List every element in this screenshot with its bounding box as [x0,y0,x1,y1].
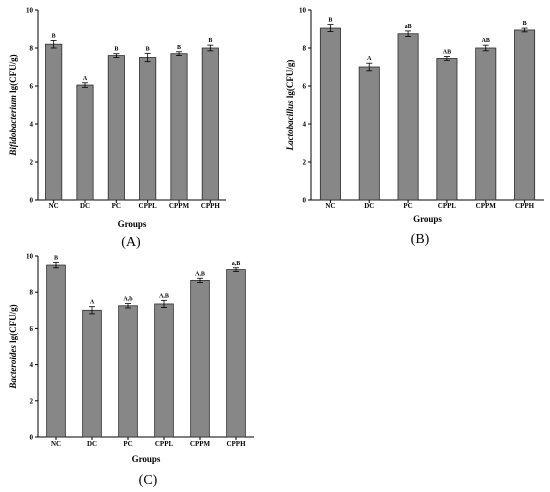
y-tick-label: 10 [26,253,34,261]
y-tick-label: 4 [30,361,34,369]
x-tick-label: DC [80,202,90,210]
x-tick-label: DC [364,202,374,210]
panel-label: (B) [411,232,430,247]
bar-dc [82,309,102,438]
bar-dc [76,84,94,201]
y-tick-label: 2 [30,159,34,167]
significance-label: aB [405,24,412,30]
y-axis-label: Lactobacillus lg(CFU/g) [285,60,295,152]
y-tick-label: 0 [303,197,307,205]
x-tick-label: NC [325,202,335,210]
panel-b: 0 2 4 6 8 10 B NC A DC aB PC AB CPPL AB CPPM B CPPH Groups… [285,7,544,247]
bar-cpph [226,269,246,438]
significance-label: AB [443,50,451,56]
y-axis-label-taxon: Lactobacillus [285,100,295,151]
panel-c: 0 2 4 6 8 10 B NC A DC A,b PC A,B CPPL A,B CPPM a,B CPPH G… [8,253,254,488]
bar-cppm [190,280,210,438]
x-tick-label: CPPL [139,202,158,210]
bar-dc [358,66,380,201]
significance-label: B [54,255,58,261]
significance-label: A,B [195,271,205,277]
y-tick-label: 10 [26,7,34,15]
x-tick-label: CPPM [169,202,190,210]
bar-cppm [170,53,188,201]
x-tick-label: NC [51,440,61,448]
y-tick-label: 4 [303,121,307,129]
x-tick-label: CPPL [438,202,457,210]
x-tick-label: PC [112,202,121,210]
y-axis-label-unit: lg(CFU/g) [8,54,18,95]
significance-label: B [146,46,150,52]
y-axis-label-taxon: Bifidobacterium [8,95,18,157]
significance-label: B [177,45,181,51]
bar-cppm [475,47,497,201]
bar-pc [397,33,419,201]
bar-cpph [514,29,536,201]
panel-a: 0 2 4 6 8 10 B NC A DC B PC B CPPL B CPPM B CPPH Groups Bif… [8,7,226,250]
significance-label: A [83,76,88,82]
y-axis-label: Bifidobacterium lg(CFU/g) [8,54,18,156]
y-tick-label: 8 [30,289,34,297]
bar-pc [118,305,138,438]
y-tick-label: 8 [303,45,307,53]
y-tick-label: 0 [30,434,34,442]
y-tick-label: 10 [299,7,307,15]
y-tick-label: 6 [30,83,34,91]
panel-label: (A) [121,235,141,250]
x-tick-label: CPPL [155,440,174,448]
x-tick-label: DC [87,440,97,448]
bar-cpph [201,47,219,201]
panel-label: (C) [139,473,158,488]
bar-cppl [154,303,174,438]
bar-nc [46,264,66,438]
y-tick-label: 2 [303,159,307,167]
x-axis-label: Groups [413,214,442,224]
significance-label: B [208,38,212,44]
x-tick-label: CPPH [226,440,246,448]
x-tick-label: CPPH [515,202,535,210]
significance-label: B [114,47,118,53]
x-axis-label: Groups [132,454,161,464]
x-tick-label: CPPM [190,440,211,448]
y-tick-label: 2 [30,397,34,405]
x-tick-label: CPPH [201,202,221,210]
significance-label: B [328,18,332,24]
y-tick-label: 0 [30,197,34,205]
bar-nc [45,43,63,201]
significance-label: A,b [123,297,133,303]
significance-label: a,B [232,261,241,267]
y-axis-label-unit: lg(CFU/g) [8,304,18,345]
significance-label: A [367,56,372,62]
bar-nc [319,27,341,201]
x-tick-label: PC [123,440,132,448]
y-tick-label: 6 [30,325,34,333]
x-axis-label: Groups [118,219,147,229]
y-axis-label-taxon: Bacteroides [8,345,18,390]
x-tick-label: PC [403,202,412,210]
significance-label: AB [482,38,490,44]
x-tick-label: CPPM [476,202,497,210]
y-tick-label: 8 [30,45,34,53]
significance-label: A,B [159,293,169,299]
significance-label: A [90,300,95,306]
y-tick-label: 6 [303,83,307,91]
bar-pc [107,55,125,201]
bar-cppl [139,57,157,201]
y-tick-label: 4 [30,121,34,129]
x-tick-label: NC [49,202,59,210]
y-axis-label-unit: lg(CFU/g) [285,60,295,101]
y-axis-label: Bacteroides lg(CFU/g) [8,304,18,389]
significance-label: B [523,21,527,27]
bar-cppl [436,58,458,201]
significance-label: B [52,33,56,39]
